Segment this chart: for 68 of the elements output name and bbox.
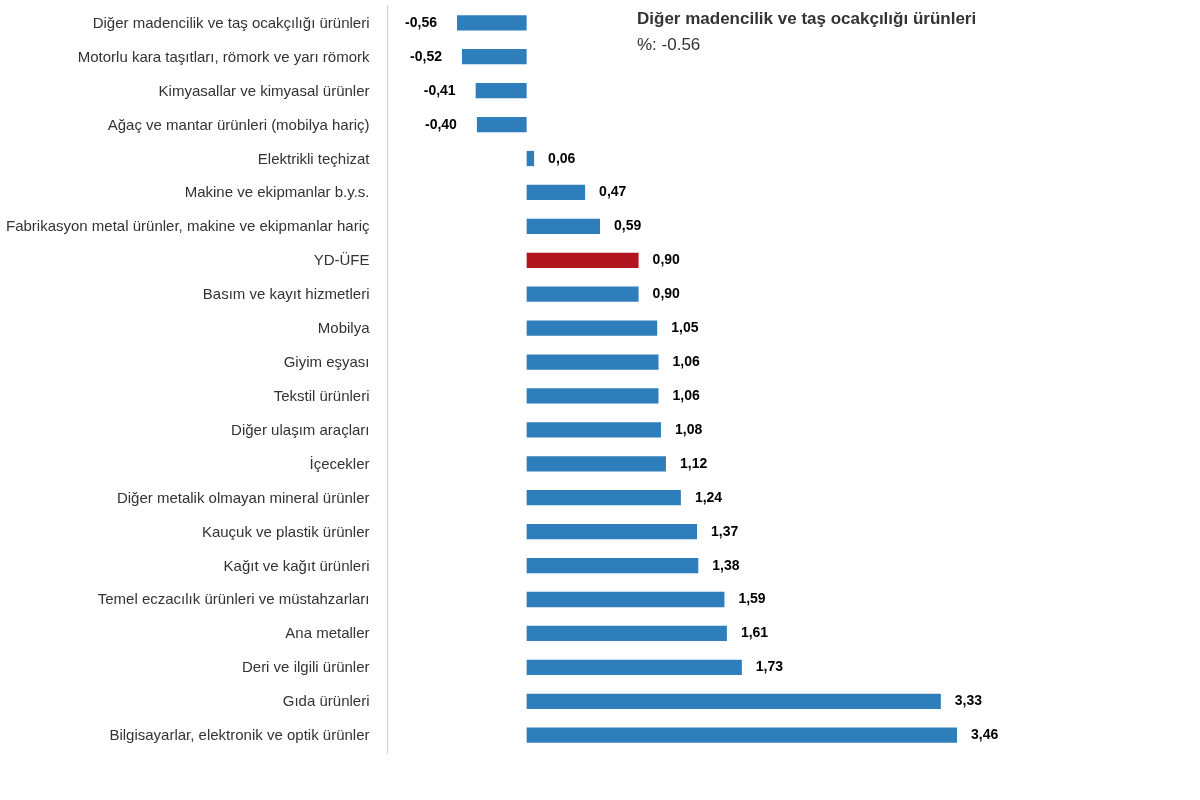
y-tick-label: Elektrikli teçhizat [257, 149, 371, 167]
y-tick-label: Ağaç ve mantar ürünleri (mobilya hariç) [107, 115, 370, 133]
bar [526, 150, 535, 167]
y-tick-label: Diğer metalik olmayan mineral ürünler [116, 488, 370, 506]
y-tick-label: Fabrikasyon metal ürünler, makine ve ekipmanlar hariç [6, 217, 370, 235]
bar [526, 252, 639, 268]
data-label: -0,41 [423, 81, 456, 98]
bar [526, 320, 658, 336]
data-label: 1,73 [755, 658, 784, 675]
y-tick-label: Makine ve ekipmanlar b.y.s. [184, 183, 370, 201]
data-label: 0,90 [652, 285, 681, 302]
bar [526, 591, 725, 608]
y-tick-label: Diğer madencilik ve taş ocakçılığı ürünleri [92, 13, 370, 31]
data-label: 1,12 [679, 454, 708, 471]
data-label: 1,24 [694, 488, 723, 505]
data-label: 1,08 [674, 420, 703, 437]
bar [526, 184, 586, 201]
data-label: 0,47 [599, 183, 627, 200]
y-tick-label: Bilgisayarlar, elektronik ve optik ürünler [109, 726, 370, 744]
y-tick-label: Ana metaller [285, 624, 370, 642]
y-tick-label: Kauçuk ve plastik ürünler [201, 522, 370, 540]
data-label: 0,59 [614, 217, 642, 234]
y-tick-label: İçecekler [309, 454, 370, 472]
bar [526, 422, 661, 438]
bar [526, 490, 681, 506]
bar [526, 693, 941, 709]
data-label: 3,46 [971, 726, 999, 743]
y-tick-label: Deri ve ilgili ürünler [241, 658, 370, 676]
annotation: %: -0.56 [637, 35, 701, 54]
bar [526, 625, 727, 642]
bar [526, 218, 601, 234]
bar [526, 388, 659, 404]
data-label: 1,37 [711, 522, 739, 539]
data-label: 1,05 [671, 319, 699, 336]
data-label: -0,56 [405, 13, 438, 30]
bar [475, 83, 527, 99]
bar [526, 727, 957, 743]
data-label: 1,06 [672, 386, 700, 403]
bar [526, 354, 659, 370]
bar [526, 524, 698, 540]
y-tick-label: YD-ÜFE [313, 251, 370, 269]
y-tick-label: Basım ve kayıt hizmetleri [202, 285, 370, 303]
bar [526, 659, 742, 675]
data-label: 1,61 [740, 624, 769, 641]
data-label: 1,06 [672, 353, 700, 370]
y-tick-label: Giyim eşyası [283, 353, 370, 371]
y-tick-label: Kağıt ve kağıt ürünleri [223, 556, 370, 574]
data-label: -0,40 [424, 115, 458, 132]
y-tick-label: Motorlu kara taşıtları, römork ve yarı römork [77, 47, 370, 65]
y-tick-label: Mobilya [317, 319, 371, 337]
annotation: Diğer madencilik ve taş ocakçılığı ürünleri [637, 9, 977, 28]
y-tick-label: Diğer ulaşım araçları [231, 420, 370, 438]
y-tick-label: Gıda ürünleri [282, 692, 370, 710]
data-label: 1,59 [738, 590, 766, 607]
y-tick-label: Kimyasallar ve kimyasal ürünler [158, 81, 370, 99]
bar [526, 557, 699, 574]
bar [476, 116, 527, 133]
y-tick-label: Temel eczacılık ürünleri ve müstahzarları [97, 590, 370, 608]
data-label: -0,52 [410, 47, 443, 64]
data-label: 3,33 [954, 692, 983, 709]
data-label: 1,38 [712, 556, 740, 573]
bar [457, 15, 527, 31]
data-label: 0,90 [652, 251, 681, 268]
data-label: 0,06 [548, 149, 576, 166]
y-tick-label: Tekstil ürünleri [273, 386, 370, 404]
bar [526, 286, 639, 302]
bar [461, 49, 527, 65]
bar [526, 456, 666, 472]
